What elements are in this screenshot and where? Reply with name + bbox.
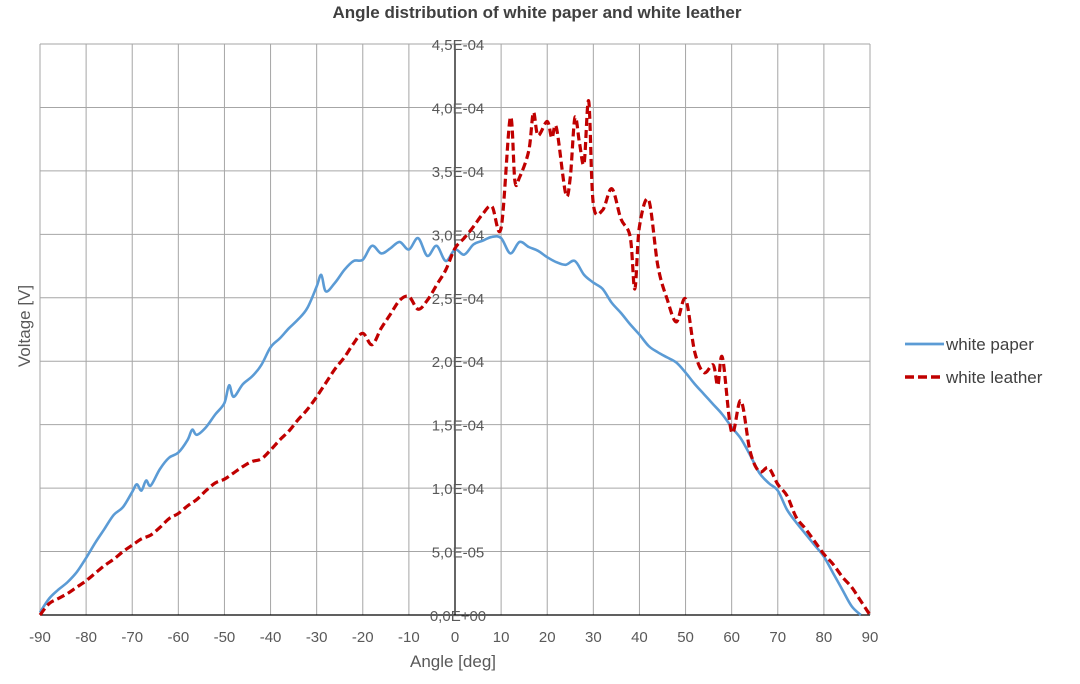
x-tick-label: 80: [816, 629, 833, 646]
x-tick-label: 20: [539, 629, 556, 646]
x-tick-label: 90: [862, 629, 879, 646]
x-tick-labels: -90 -80 -70 -60 -50 -40 -30 -20 -10 0 10 20 30 40 50 60…: [29, 629, 878, 646]
gridlines: [39, 43, 871, 616]
x-tick-label: 40: [631, 629, 648, 646]
x-tick-label: -40: [260, 629, 282, 646]
x-tick-label: 50: [677, 629, 694, 646]
series-lines: [38, 99, 872, 616]
y-tick-label: 2,5E-04: [432, 291, 485, 308]
legend-label-white-leather: white leather: [945, 368, 1043, 387]
x-tick-label: -70: [121, 629, 143, 646]
x-tick-label: 70: [769, 629, 786, 646]
y-axis-label: Voltage [V]: [15, 285, 34, 367]
y-tick-label: 2,0E-04: [432, 354, 485, 371]
y-tick-label: 3,5E-04: [432, 164, 485, 181]
x-tick-label: 10: [493, 629, 510, 646]
legend-label-white-paper: white paper: [945, 335, 1034, 354]
x-tick-label: 30: [585, 629, 602, 646]
x-axis-label: Angle [deg]: [410, 652, 496, 671]
x-tick-label: 0: [451, 629, 459, 646]
x-tick-label: -80: [75, 629, 97, 646]
y-tick-label: 4,0E-04: [432, 100, 485, 117]
x-tick-label: -50: [214, 629, 236, 646]
y-tick-label: 1,0E-04: [432, 481, 485, 498]
x-tick-label: -10: [398, 629, 420, 646]
y-tick-label: 0,0E+00: [430, 608, 486, 625]
legend: white paper white leather: [905, 335, 1043, 387]
x-tick-label: -30: [306, 629, 328, 646]
x-tick-label: 60: [723, 629, 740, 646]
y-tick-label: 5,0E-05: [432, 545, 485, 562]
x-tick-label: -90: [29, 629, 51, 646]
y-tick-label: 1,5E-04: [432, 418, 485, 435]
y-tick-labels: 0,0E+00 5,0E-05 1,0E-04 1,5E-04 2,0E-04 2,5E-…: [430, 37, 486, 625]
series-line-white-leather: [38, 99, 872, 616]
y-tick-label: 4,5E-04: [432, 37, 485, 54]
chart-title: Angle distribution of white paper and wh…: [333, 3, 742, 22]
x-tick-label: -20: [352, 629, 374, 646]
series-line-white-paper: [38, 235, 862, 616]
x-tick-label: -60: [167, 629, 189, 646]
